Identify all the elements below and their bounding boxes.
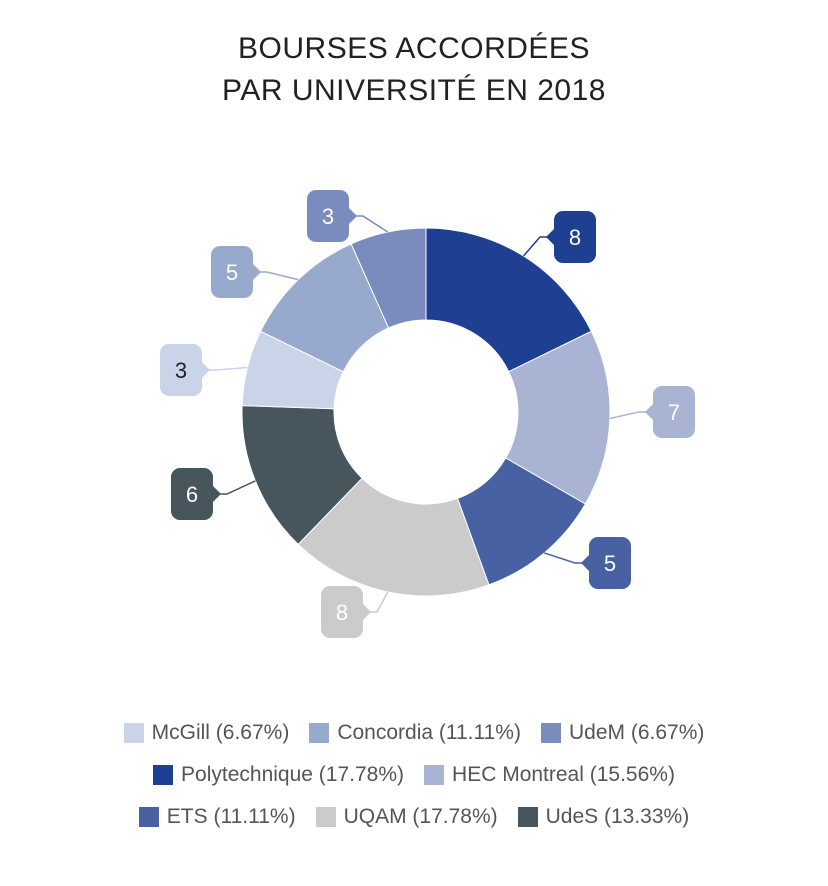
data-label-pointer-mcgill	[202, 362, 210, 378]
legend-swatch-udes	[517, 807, 538, 827]
data-label-box-polytechnique	[554, 211, 596, 263]
data-label-hec-montreal: 7	[668, 400, 680, 425]
data-label-pointer-udes	[213, 486, 221, 502]
legend-item-mcgill: McGill (6.67%)	[123, 721, 290, 745]
data-label-ets: 5	[604, 551, 616, 576]
legend-item-uqam: UQAM (17.78%)	[315, 805, 498, 829]
legend-label-udes: UdeS (13.33%)	[545, 805, 690, 828]
legend-label-ets: ETS (11.11%)	[166, 805, 296, 828]
data-label-pointer-polytechnique	[546, 229, 554, 245]
data-label-box-udes	[171, 468, 213, 520]
slice-uqam	[297, 477, 490, 597]
legend-label-mcgill: McGill (6.67%)	[151, 721, 290, 744]
data-label-udes: 6	[186, 482, 198, 507]
data-label-concordia: 5	[226, 260, 238, 285]
data-label-pointer-uqam	[363, 604, 371, 620]
donut-chart: 8 7 5 8 6 3 5 3	[160, 190, 695, 638]
data-label-box-udem	[307, 190, 349, 242]
legend-swatch-polytechnique	[153, 765, 174, 785]
legend-row: ETS (11.11%) UQAM (17.78%) UdeS (13.33%)	[0, 796, 828, 838]
data-label-box-mcgill	[160, 344, 202, 396]
legend-swatch-mcgill	[123, 723, 144, 743]
legend-label-hec-montreal: HEC Montreal (15.56%)	[452, 763, 675, 786]
legend-swatch-uqam	[315, 807, 336, 827]
data-label-udem: 3	[322, 204, 334, 229]
data-label-pointer-concordia	[253, 264, 261, 280]
slice-polytechnique	[425, 227, 593, 373]
legend-row: McGill (6.67%) Concordia (11.11%) UdeM (6.…	[0, 712, 828, 754]
data-label-uqam: 8	[336, 600, 348, 625]
legend-item-udes: UdeS (13.33%)	[517, 805, 690, 829]
legend-label-udem: UdeM (6.67%)	[568, 721, 705, 744]
data-label-box-uqam	[321, 586, 363, 638]
legend-item-udem: UdeM (6.67%)	[540, 721, 705, 745]
data-label-box-concordia	[211, 246, 253, 298]
data-label-pointer-hec-montreal	[645, 404, 653, 420]
legend-swatch-hec-montreal	[424, 765, 445, 785]
leader-line-udes	[213, 480, 256, 495]
chart-title-line-2: PAR UNIVERSITÉ EN 2018	[222, 74, 606, 107]
chart-legend: McGill (6.67%) Concordia (11.11%) UdeM (6.…	[0, 712, 828, 838]
legend-label-uqam: UQAM (17.78%)	[343, 805, 498, 828]
data-label-polytechnique: 8	[569, 225, 581, 250]
legend-item-ets: ETS (11.11%)	[138, 805, 296, 829]
legend-row: Polytechnique (17.78%) HEC Montreal (15.5…	[0, 754, 828, 796]
leader-line-ets	[544, 552, 589, 564]
legend-item-hec-montreal: HEC Montreal (15.56%)	[424, 763, 675, 787]
chart-title: BOURSES ACCORDÉES PAR UNIVERSITÉ EN 2018	[0, 28, 828, 112]
data-label-pointer-udem	[349, 208, 357, 224]
legend-label-polytechnique: Polytechnique (17.78%)	[181, 763, 405, 786]
data-label-pointer-ets	[581, 555, 589, 571]
legend-label-concordia: Concordia (11.11%)	[337, 721, 521, 744]
legend-swatch-udem	[540, 723, 561, 743]
chart-title-line-1: BOURSES ACCORDÉES	[238, 32, 590, 65]
legend-swatch-concordia	[309, 723, 330, 743]
legend-swatch-ets	[138, 807, 159, 827]
slice-udem	[350, 227, 427, 329]
data-label-box-ets	[589, 537, 631, 589]
data-label-box-hec-montreal	[653, 386, 695, 438]
legend-item-concordia: Concordia (11.11%)	[309, 721, 521, 745]
data-label-mcgill: 3	[175, 358, 187, 383]
legend-item-polytechnique: Polytechnique (17.78%)	[153, 763, 404, 787]
leader-line-udem	[349, 215, 389, 233]
